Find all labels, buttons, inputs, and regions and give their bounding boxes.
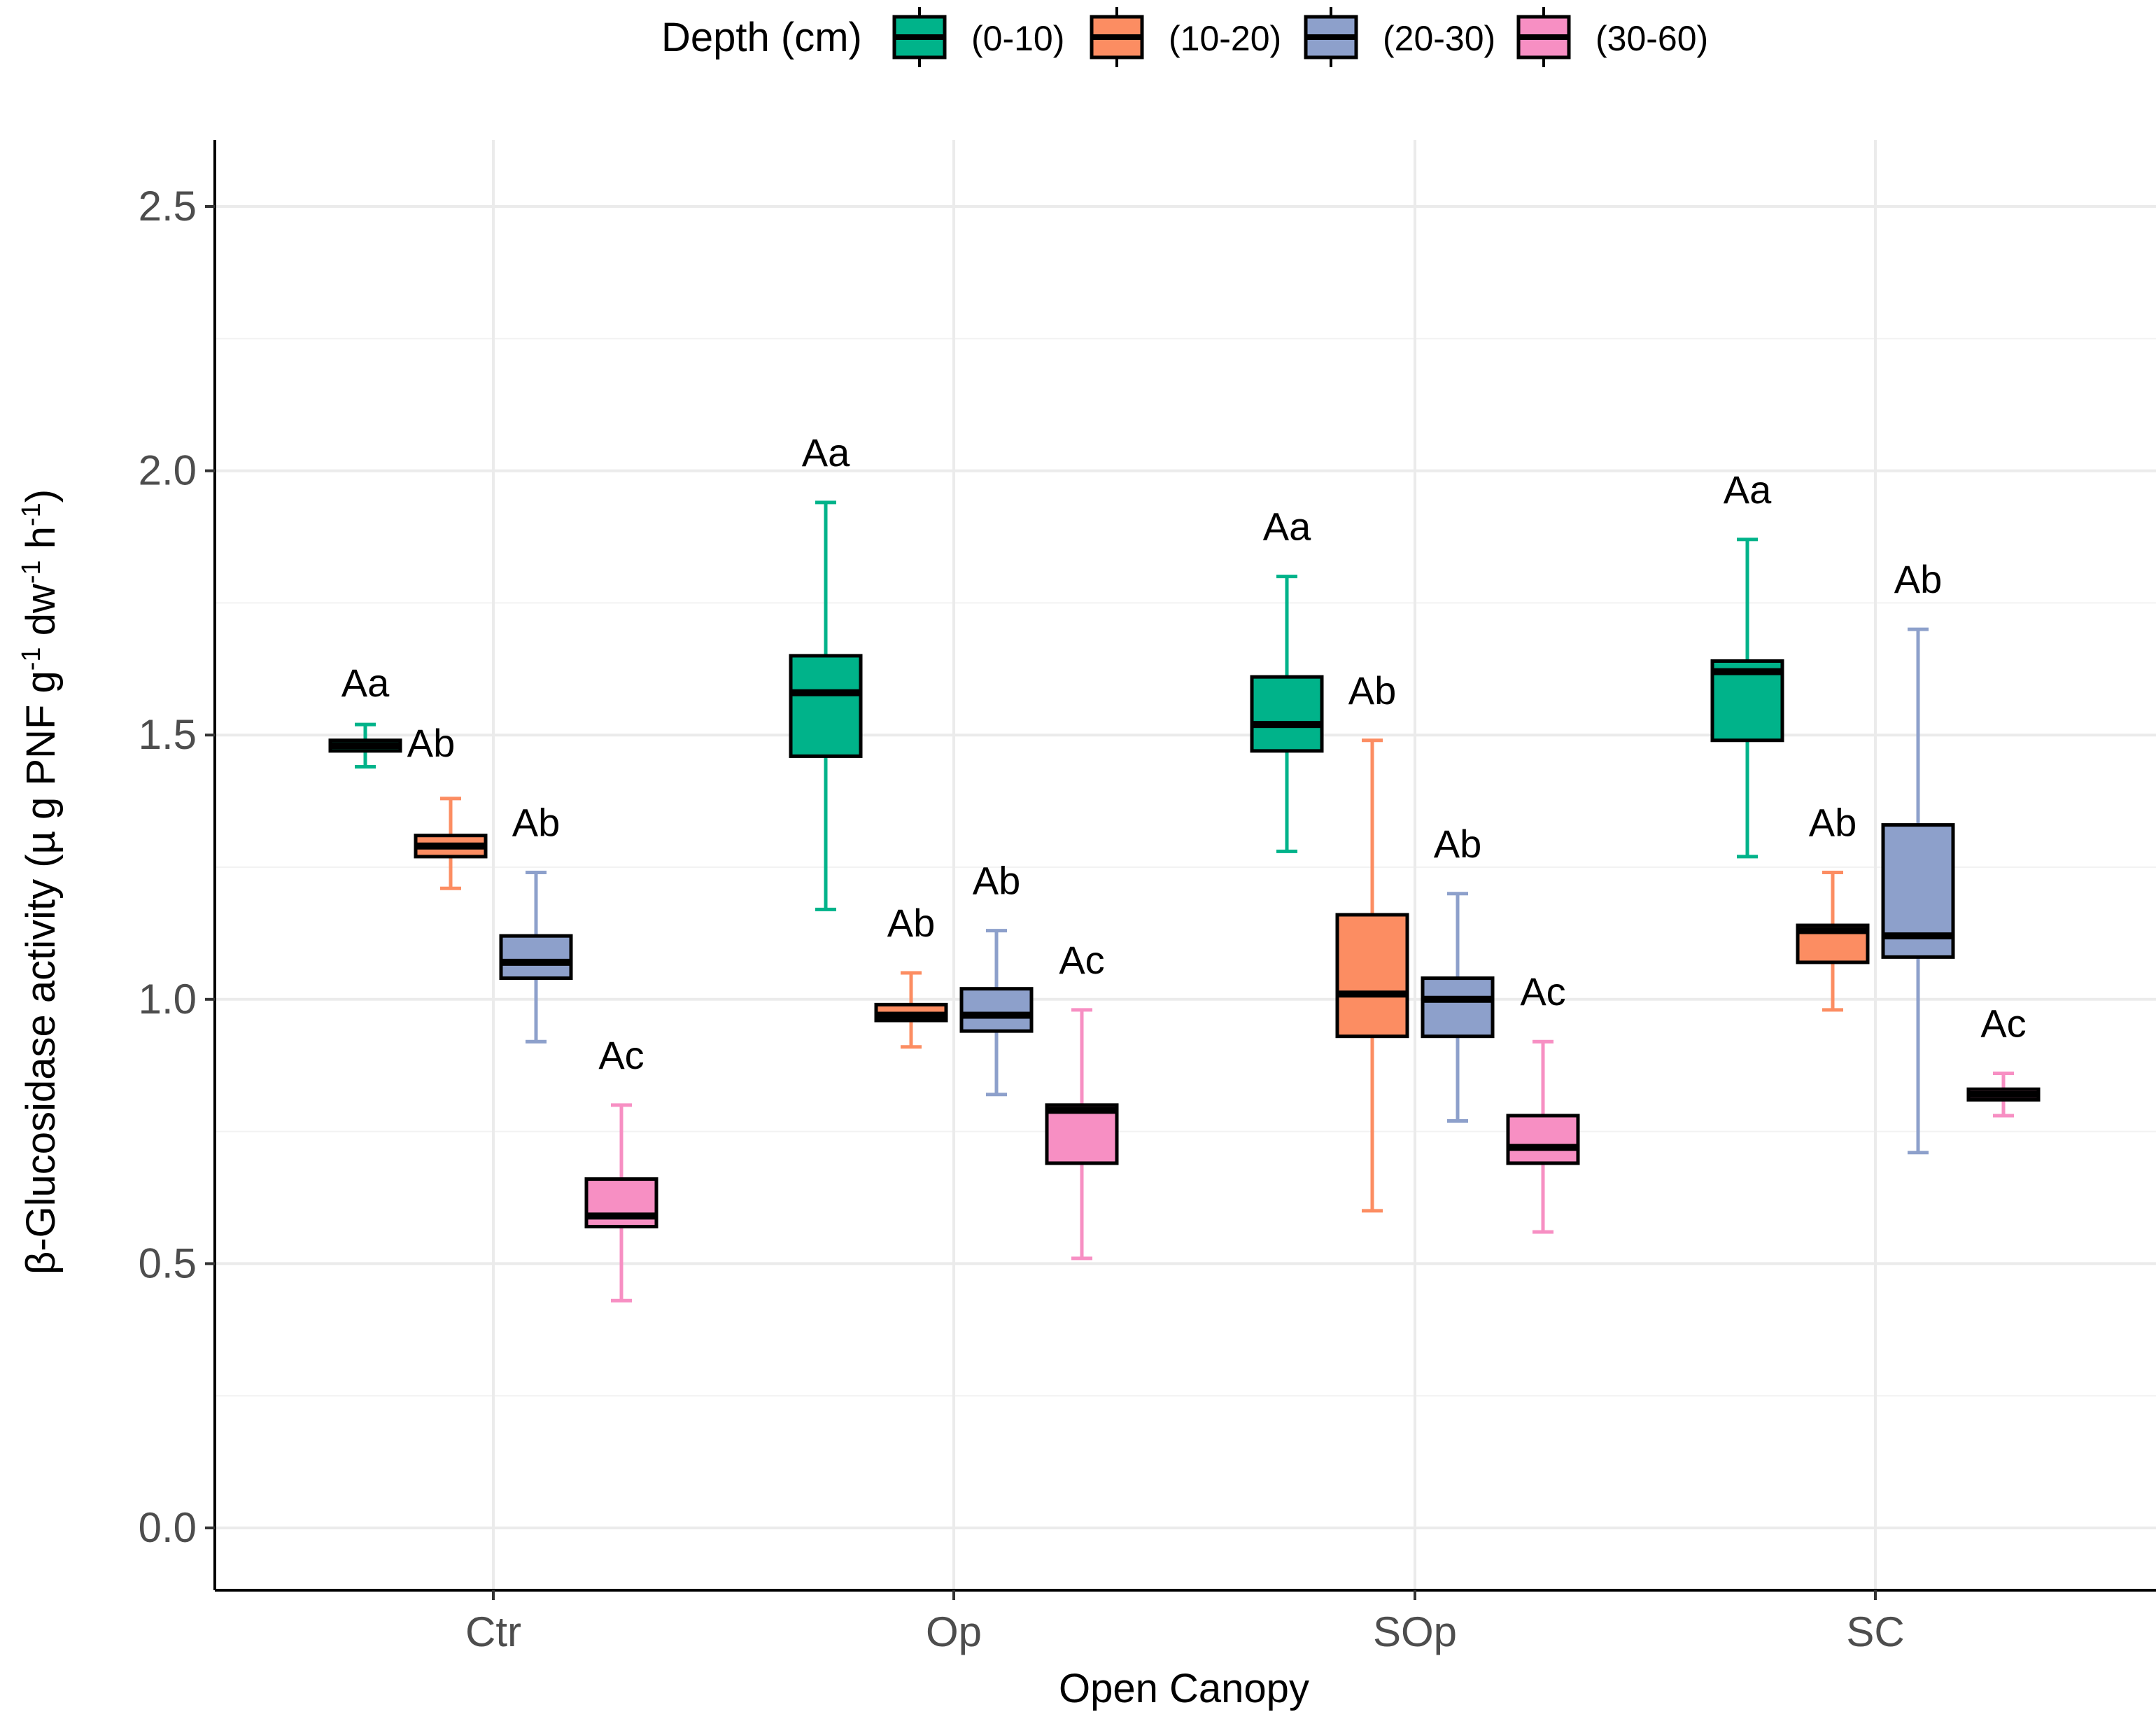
box-sop-series-1 [1250, 575, 1324, 853]
box-body [959, 987, 1034, 1033]
legend: Depth (cm) (0-10) (10-20) (20-30) (30-60) [661, 7, 1708, 67]
box-sc-series-2 [1796, 871, 1870, 1012]
significance-label: Ab [1348, 668, 1397, 713]
significance-label: Ac [1980, 1002, 2026, 1046]
box-ctr-series-4 [584, 1103, 658, 1303]
box-sc-series-3 [1881, 627, 1955, 1155]
y-axis-title-main: β-Glucosidase activity (µ g PNF g [18, 671, 64, 1275]
legend-key-4 [1516, 7, 1571, 67]
box-body [1506, 1114, 1580, 1165]
legend-key-3 [1304, 7, 1358, 67]
x-tick-label-sc: SC [1846, 1608, 1904, 1655]
labels-layer: Aa Aa Aa Aa Ab Ab Ab Ab Ab Ab Ab Ab Ac Ac Ac Ac [341, 430, 2027, 1077]
significance-label: Ab [887, 901, 936, 945]
y-axis-title-sup2: -1 [17, 560, 46, 584]
y-tick-label: 1.0 [139, 976, 197, 1023]
significance-label: Ab [512, 801, 561, 845]
x-tick-label-op: Op [926, 1608, 982, 1655]
significance-label: Ac [1520, 969, 1565, 1013]
y-tick-label: 0.5 [139, 1240, 197, 1286]
box-ctr-series-2 [414, 797, 488, 890]
box-sc-series-4 [1966, 1072, 2041, 1118]
legend-title: Depth (cm) [661, 15, 862, 60]
significance-label: Ab [1894, 557, 1943, 601]
y-axis-title-mid2: h [18, 526, 64, 560]
significance-label: Ab [407, 721, 456, 765]
significance-label: Ac [1059, 938, 1104, 982]
box-sop-series-3 [1421, 892, 1495, 1123]
y-axis-title-end: ) [18, 489, 64, 503]
legend-label-1: (0-10) [971, 19, 1064, 58]
box-op-series-3 [959, 929, 1034, 1097]
y-tick-label: 2.5 [139, 183, 197, 230]
y-tick-label: 1.5 [139, 711, 197, 758]
box-op-series-2 [874, 971, 948, 1049]
y-axis-title-sup3: -1 [17, 503, 46, 526]
significance-label: Aa [341, 661, 390, 705]
axes-layer: 0.0 0.5 1.0 1.5 2.0 2.5 Ctr Op SOp SC [139, 140, 2156, 1655]
significance-label: Ab [1434, 822, 1482, 866]
box-op-series-4 [1045, 1008, 1119, 1261]
box-sop-series-4 [1506, 1039, 1580, 1234]
legend-key-2 [1090, 7, 1144, 67]
significance-label: Aa [1724, 468, 1772, 512]
box-body [1045, 1103, 1119, 1165]
significance-label: Ab [1809, 801, 1857, 845]
box-body [1250, 675, 1324, 753]
box-op-series-1 [789, 500, 863, 911]
y-tick-label: 2.0 [139, 447, 197, 494]
y-axis-title: β-Glucosidase activity (µ g PNF g-1 dw-1… [17, 489, 64, 1275]
significance-label: Ab [973, 859, 1021, 903]
legend-label-4: (30-60) [1595, 19, 1708, 58]
box-body [789, 654, 863, 758]
legend-label-2: (10-20) [1169, 19, 1281, 58]
grid-layer [215, 140, 2156, 1590]
legend-label-3: (20-30) [1383, 19, 1495, 58]
box-sop-series-2 [1335, 738, 1409, 1213]
y-tick-label: 0.0 [139, 1504, 197, 1551]
box-body [1335, 913, 1409, 1039]
box-sc-series-1 [1710, 538, 1784, 859]
box-ctr-series-1 [328, 722, 402, 769]
y-axis-title-mid: dw [18, 583, 64, 647]
x-tick-label-ctr: Ctr [465, 1608, 521, 1655]
significance-label: Aa [1263, 505, 1311, 549]
box-ctr-series-3 [499, 871, 573, 1044]
y-axis-title-sup1: -1 [17, 647, 46, 671]
box-body [499, 934, 573, 981]
legend-key-1 [892, 7, 947, 67]
significance-label: Aa [802, 430, 850, 475]
boxes-layer [328, 500, 2041, 1303]
box-body [1421, 976, 1495, 1039]
x-axis-title: Open Canopy [1059, 1666, 1309, 1711]
x-tick-label-sop: SOp [1373, 1608, 1457, 1655]
significance-label: Ac [598, 1033, 644, 1077]
